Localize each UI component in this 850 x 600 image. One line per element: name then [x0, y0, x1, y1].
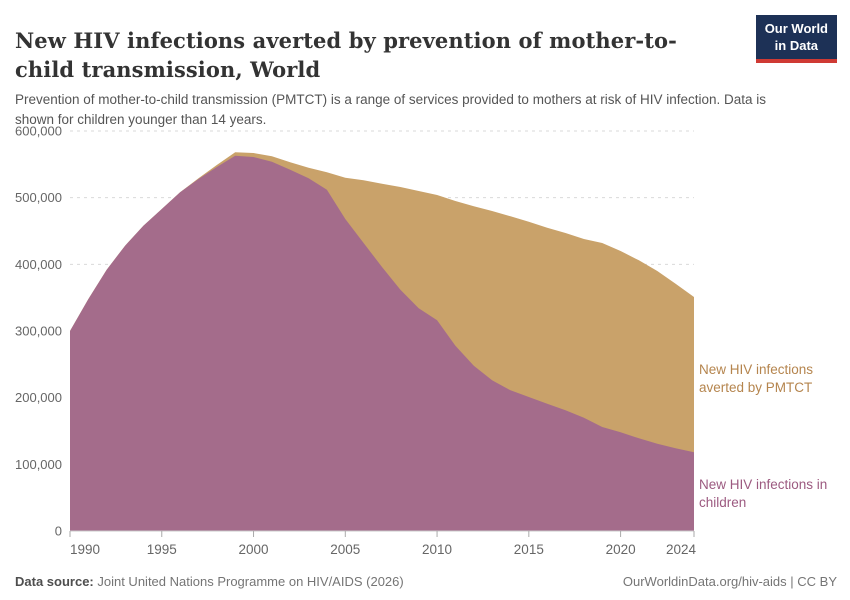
owid-logo[interactable]: Our World in Data [755, 15, 837, 63]
x-tick-label: 2020 [606, 542, 636, 557]
data-source-note: Data source: Joint United Nations Progra… [15, 574, 404, 589]
x-tick-label: 2024 [666, 542, 697, 557]
data-source-label: Data source: [15, 574, 94, 589]
area-infections-in-children[interactable] [70, 155, 694, 531]
owid-logo-line1: Our World [764, 21, 828, 36]
page-title: New HIV infections averted by prevention… [15, 28, 677, 83]
series-label-averted: New HIV infections averted by PMTCT [699, 362, 814, 395]
x-tick-label: 2015 [514, 542, 544, 557]
x-tick-label: 2005 [330, 542, 360, 557]
x-tick-label: 2010 [422, 542, 452, 557]
x-tick-label: 1990 [70, 542, 100, 557]
x-tick-label: 2000 [239, 542, 269, 557]
y-tick-label: 600,000 [15, 124, 62, 139]
series-label-children: New HIV infections in children [699, 477, 828, 510]
data-source-text: Joint United Nations Programme on HIV/AI… [93, 574, 404, 589]
x-tick-label: 1995 [147, 542, 177, 557]
owid-logo-line2: in Data [774, 37, 819, 53]
y-tick-label: 300,000 [15, 324, 62, 339]
y-tick-label: 400,000 [15, 257, 62, 272]
y-tick-label: 100,000 [15, 457, 62, 472]
license-link[interactable]: OurWorldinData.org/hiv-aids | CC BY [622, 574, 837, 589]
y-tick-label: 500,000 [15, 190, 62, 205]
y-tick-label: 0 [55, 524, 62, 539]
y-tick-label: 200,000 [15, 390, 62, 405]
chart-subtitle: Prevention of mother-to-child transmissi… [15, 91, 767, 128]
